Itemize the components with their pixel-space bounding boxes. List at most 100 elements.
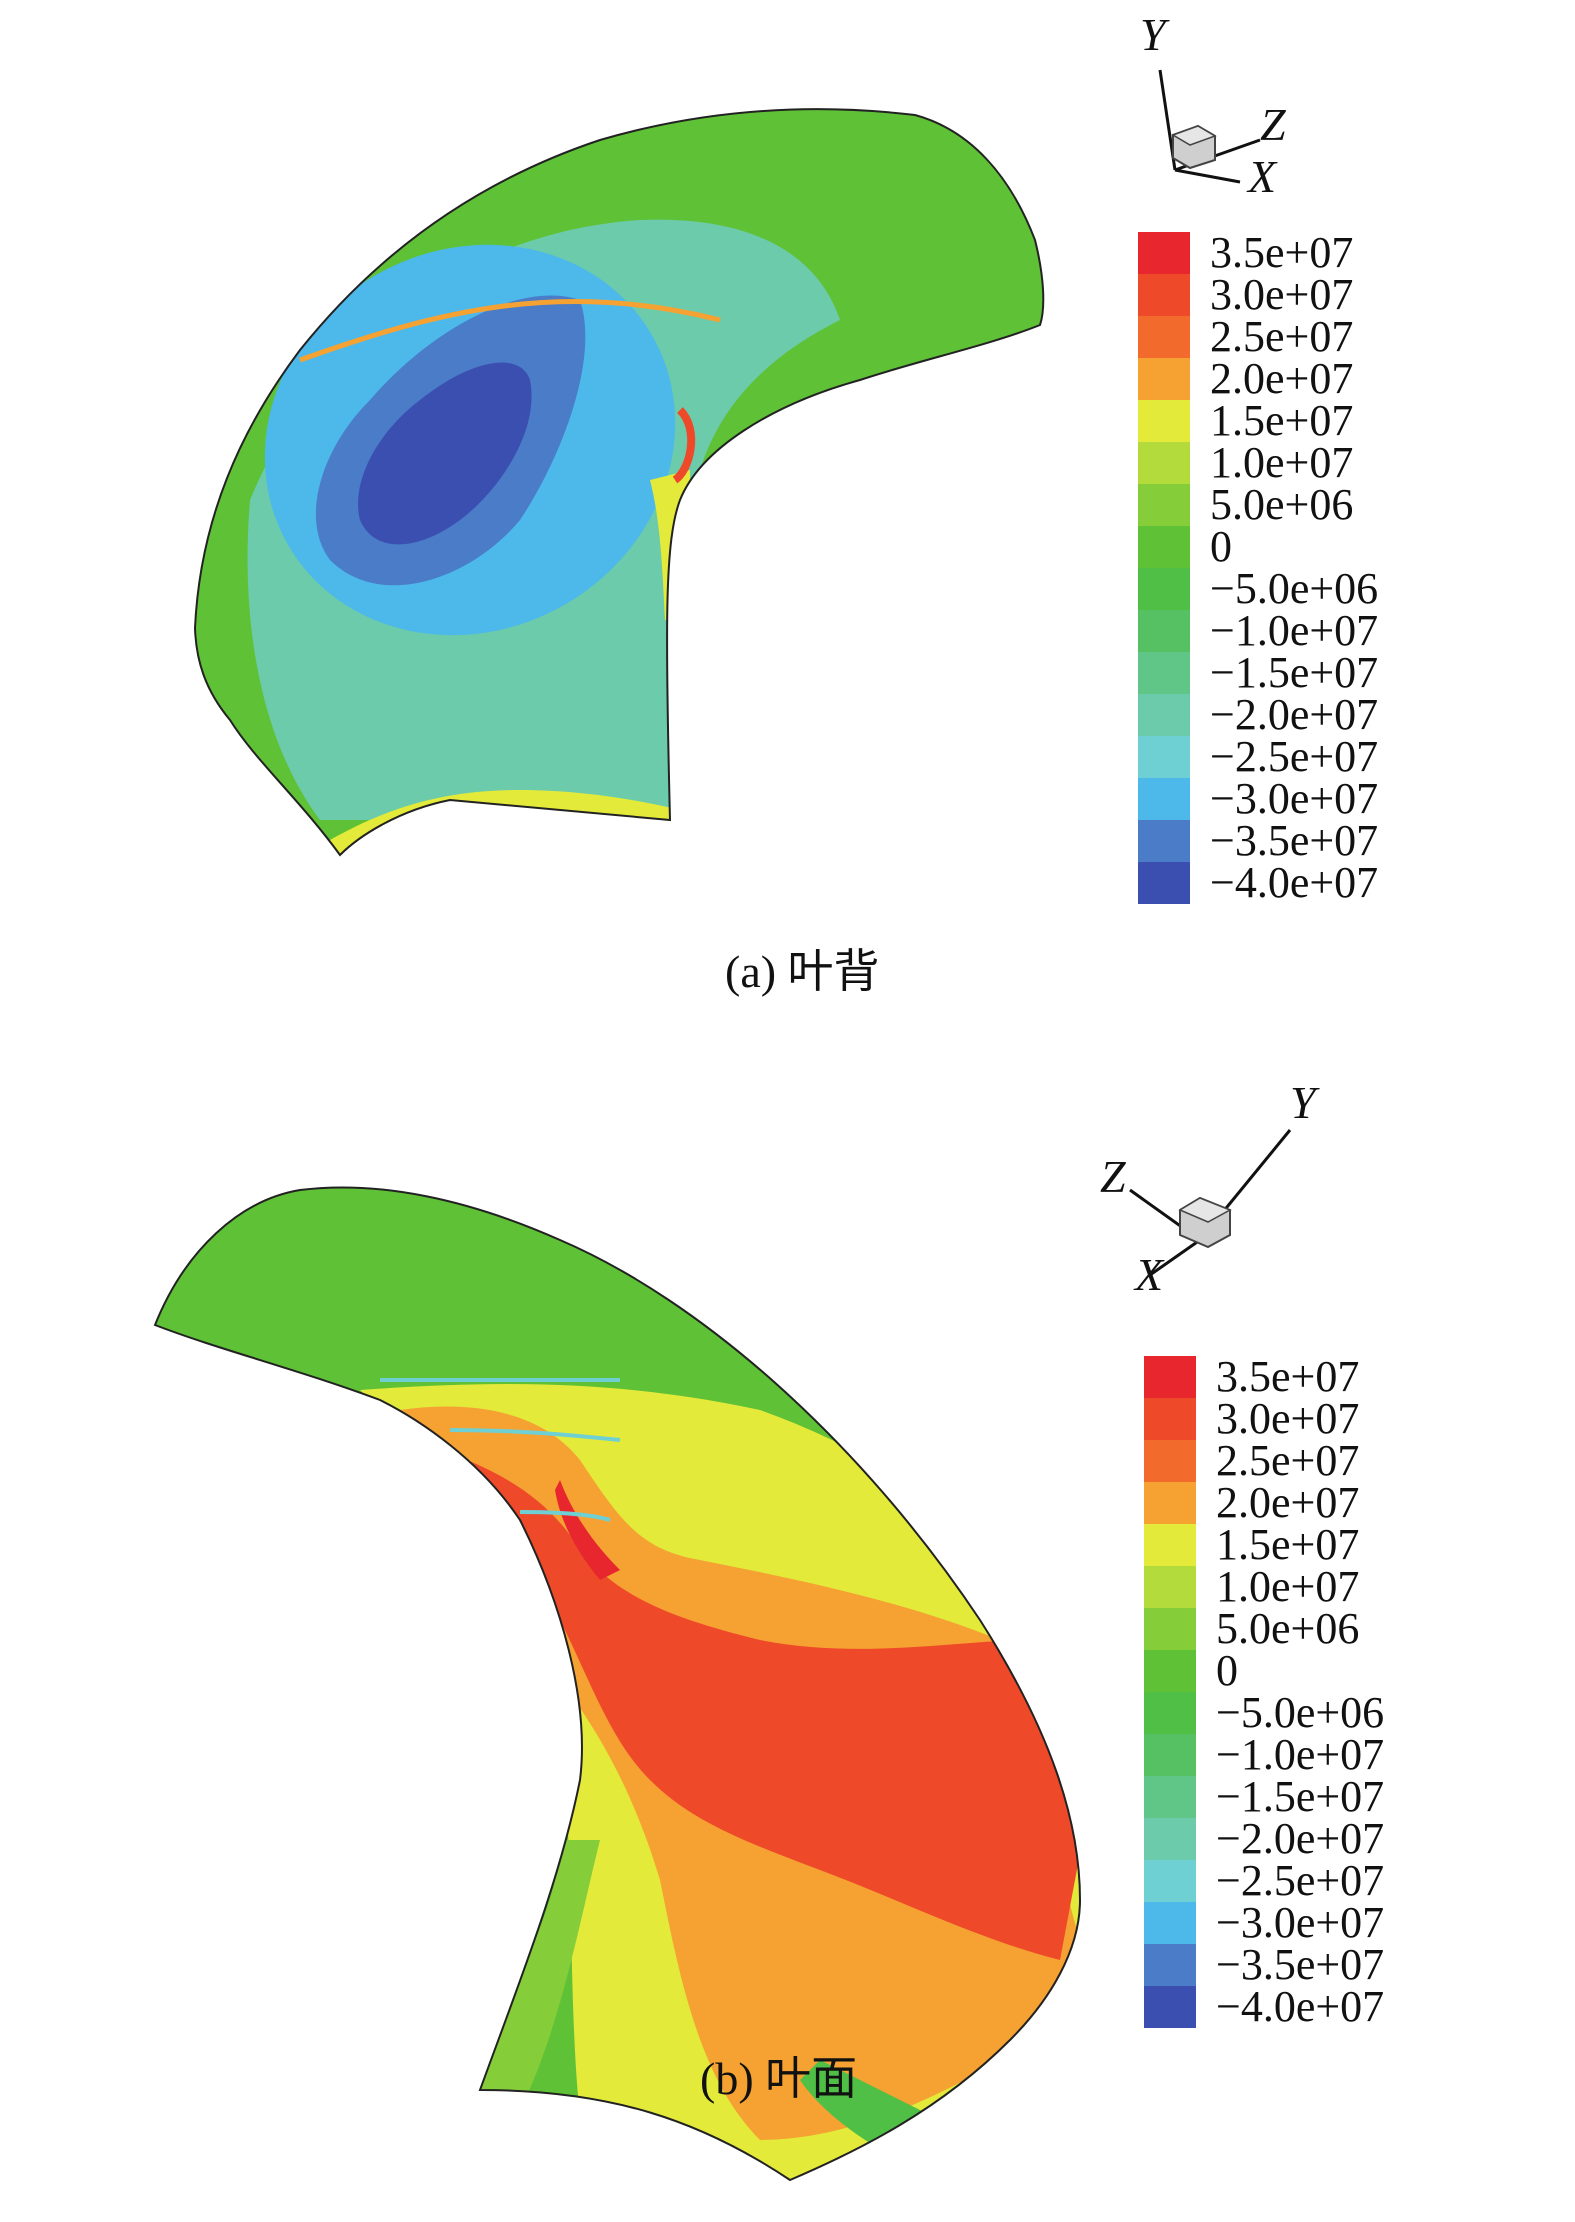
colorbar-swatch — [1144, 1356, 1196, 1398]
blade-suction-side-contour — [193, 108, 1045, 857]
colorbar-level: 0 — [1138, 525, 1232, 569]
colorbar-swatch — [1144, 1482, 1196, 1524]
colorbar-label: −3.0e+07 — [1210, 774, 1379, 823]
colorbar-swatch — [1144, 1650, 1196, 1692]
colorbar-label: −4.0e+07 — [1216, 1982, 1385, 2031]
axis-label-z: Z — [1260, 99, 1286, 150]
colorbar-label: 3.0e+07 — [1216, 1394, 1360, 1443]
colorbar-level: 5.0e+06 — [1144, 1607, 1359, 1651]
colorbar-swatch — [1138, 316, 1190, 358]
colorbar-label: 2.0e+07 — [1210, 354, 1354, 403]
colorbar-swatch — [1138, 778, 1190, 820]
colorbar-swatch — [1138, 862, 1190, 904]
colorbar-label: −1.5e+07 — [1216, 1772, 1385, 1821]
colorbar-swatch — [1138, 694, 1190, 736]
colorbar-swatch — [1138, 736, 1190, 778]
colorbar-level: −2.0e+07 — [1138, 693, 1378, 737]
colorbar-label: −5.0e+06 — [1210, 564, 1379, 613]
colorbar-level: −2.5e+07 — [1144, 1859, 1384, 1903]
colorbar-swatch — [1138, 526, 1190, 568]
colorbar-swatch — [1138, 442, 1190, 484]
colorbar-level: 3.5e+07 — [1144, 1355, 1359, 1399]
colorbar-label: −3.5e+07 — [1210, 816, 1379, 865]
colorbar-level: −4.0e+07 — [1144, 1985, 1384, 2029]
colorbar-level: −3.0e+07 — [1144, 1901, 1384, 1945]
colorbar-level: −1.5e+07 — [1138, 651, 1378, 695]
colorbar-label: −3.5e+07 — [1216, 1940, 1385, 1989]
colorbar-level: 3.5e+07 — [1138, 231, 1353, 275]
colorbar-label: 5.0e+06 — [1210, 480, 1354, 529]
colorbar-label: 0 — [1216, 1646, 1238, 1695]
colorbar-label: 3.5e+07 — [1210, 228, 1354, 277]
colorbar-level: −3.5e+07 — [1144, 1943, 1384, 1987]
colorbar-label: −2.5e+07 — [1216, 1856, 1385, 1905]
colorbar-swatch — [1144, 1986, 1196, 2028]
colorbar-swatch — [1144, 1734, 1196, 1776]
panel-a: Y Z X 3.5e+07 3.0e+07 2.5e+07 2.0e+07 1.5e+0… — [193, 9, 1379, 997]
caption-a: (a) 叶背 — [725, 946, 880, 997]
colorbar-level: −1.0e+07 — [1144, 1733, 1384, 1777]
colorbar-label: 1.0e+07 — [1210, 438, 1354, 487]
colorbar-label: 1.5e+07 — [1210, 396, 1354, 445]
colorbar-level: −1.5e+07 — [1144, 1775, 1384, 1819]
blade-pressure-side-contour — [153, 1186, 1082, 2182]
colorbar-level: 5.0e+06 — [1138, 483, 1353, 527]
colorbar-swatch — [1144, 1944, 1196, 1986]
colorbar-label: −2.5e+07 — [1210, 732, 1379, 781]
colorbar-label: −5.0e+06 — [1216, 1688, 1385, 1737]
colorbar-swatch — [1138, 652, 1190, 694]
colorbar-label: 1.0e+07 — [1216, 1562, 1360, 1611]
axis-label-x: X — [1246, 151, 1278, 200]
colorbar-label: −3.0e+07 — [1216, 1898, 1385, 1947]
colorbar-label: 0 — [1210, 522, 1232, 571]
colorbar-label: 2.5e+07 — [1210, 312, 1354, 361]
colorbar-swatch — [1138, 568, 1190, 610]
colorbar-swatch — [1144, 1608, 1196, 1650]
colorbar-level: 1.5e+07 — [1138, 399, 1353, 443]
colorbar-level: 3.0e+07 — [1138, 273, 1353, 317]
colorbar-level: −3.5e+07 — [1138, 819, 1378, 863]
colorbar-swatch — [1138, 820, 1190, 862]
colorbar-label: −2.0e+07 — [1216, 1814, 1385, 1863]
axis-triad-a: Y Z X — [1140, 9, 1286, 200]
colorbar-label: −4.0e+07 — [1210, 858, 1379, 907]
axis-label-z: Z — [1100, 1151, 1126, 1202]
colorbar-level: 2.0e+07 — [1144, 1481, 1359, 1525]
colorbar-level: −1.0e+07 — [1138, 609, 1378, 653]
colorbar-swatch — [1144, 1398, 1196, 1440]
colorbar-label: 3.0e+07 — [1210, 270, 1354, 319]
colorbar-level: 2.0e+07 — [1138, 357, 1353, 401]
colorbar-swatch — [1144, 1440, 1196, 1482]
colorbar-level: 3.0e+07 — [1144, 1397, 1359, 1441]
colorbar-swatch — [1138, 610, 1190, 652]
colorbar-label: 2.5e+07 — [1216, 1436, 1360, 1485]
colorbar-swatch — [1144, 1860, 1196, 1902]
colorbar-label: 5.0e+06 — [1216, 1604, 1360, 1653]
caption-b: (b) 叶面 — [700, 2053, 858, 2104]
colorbar-swatch — [1144, 1776, 1196, 1818]
colorbar-level: −5.0e+06 — [1144, 1691, 1384, 1735]
colorbar-swatch — [1144, 1566, 1196, 1608]
colorbar-level: 2.5e+07 — [1138, 315, 1353, 359]
colorbar-label: −1.5e+07 — [1210, 648, 1379, 697]
colorbar-swatch — [1138, 274, 1190, 316]
colorbar-level: −3.0e+07 — [1138, 777, 1378, 821]
axis-triad-b: Y Z X — [1100, 1080, 1320, 1300]
colorbar-level: −2.0e+07 — [1144, 1817, 1384, 1861]
colorbar-label: 1.5e+07 — [1216, 1520, 1360, 1569]
colorbar-swatch — [1144, 1902, 1196, 1944]
colorbar-level: 0 — [1144, 1649, 1238, 1693]
colorbar-label: 3.5e+07 — [1216, 1352, 1360, 1401]
colorbar-swatch — [1144, 1524, 1196, 1566]
colorbar-level: −4.0e+07 — [1138, 861, 1378, 905]
colorbar-label: −1.0e+07 — [1210, 606, 1379, 655]
colorbar-level: −5.0e+06 — [1138, 567, 1378, 611]
axis-label-y: Y — [1290, 1080, 1320, 1128]
colorbar-label: −2.0e+07 — [1210, 690, 1379, 739]
axis-label-x: X — [1133, 1249, 1165, 1300]
colorbar-swatch — [1138, 232, 1190, 274]
colorbar-level: 1.0e+07 — [1144, 1565, 1359, 1609]
colorbar-swatch — [1138, 358, 1190, 400]
colorbar-label: 2.0e+07 — [1216, 1478, 1360, 1527]
panel-b: Y Z X 3.5e+07 3.0e+07 2.5e+07 2.0e+07 1.5e+0… — [0, 1080, 1575, 2222]
